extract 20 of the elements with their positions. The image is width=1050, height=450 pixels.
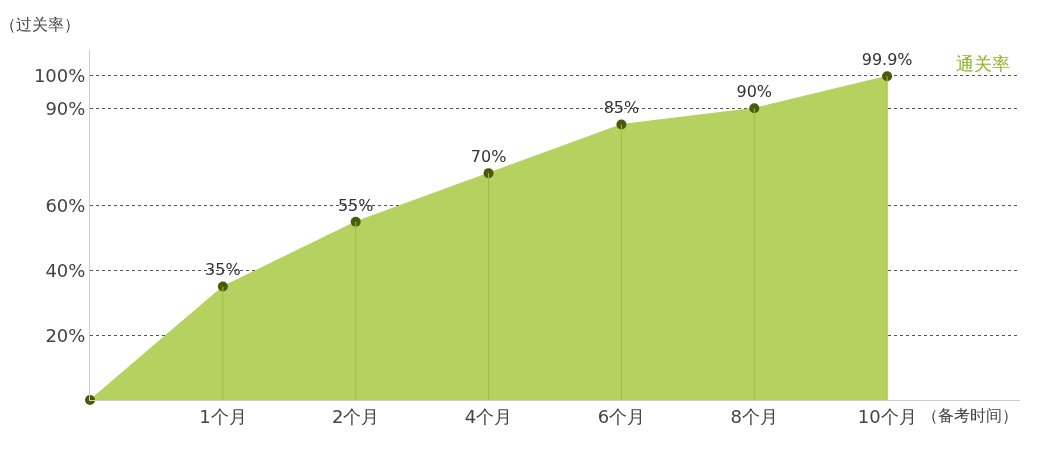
- x-tick-label: 6个月: [597, 405, 646, 427]
- x-tick-label: 2个月: [331, 405, 380, 427]
- data-label: 55%: [337, 195, 374, 215]
- y-tick-label: 20%: [45, 324, 86, 346]
- data-label: 85%: [603, 98, 640, 118]
- text: 通关率: [956, 53, 1010, 74]
- y-axis-title: （过关率）: [0, 15, 80, 34]
- y-tick-label: 100%: [33, 65, 86, 87]
- x-tick-label: 4个月: [464, 405, 513, 427]
- data-label: 90%: [736, 82, 773, 102]
- data-label: 99.9%: [861, 50, 913, 69]
- y-tick-label: 40%: [45, 259, 86, 281]
- data-label: 70%: [470, 146, 507, 166]
- data-label: 35%: [205, 260, 241, 280]
- y-tick-label: 60%: [45, 194, 86, 216]
- x-tick-label: 10个月: [857, 405, 917, 427]
- x-tick-label: 1个月: [199, 405, 247, 427]
- y-tick-label: 90%: [45, 97, 86, 119]
- x-tick-label: 8个月: [730, 405, 779, 427]
- x-axis-title: （备考时间）: [922, 406, 1018, 425]
